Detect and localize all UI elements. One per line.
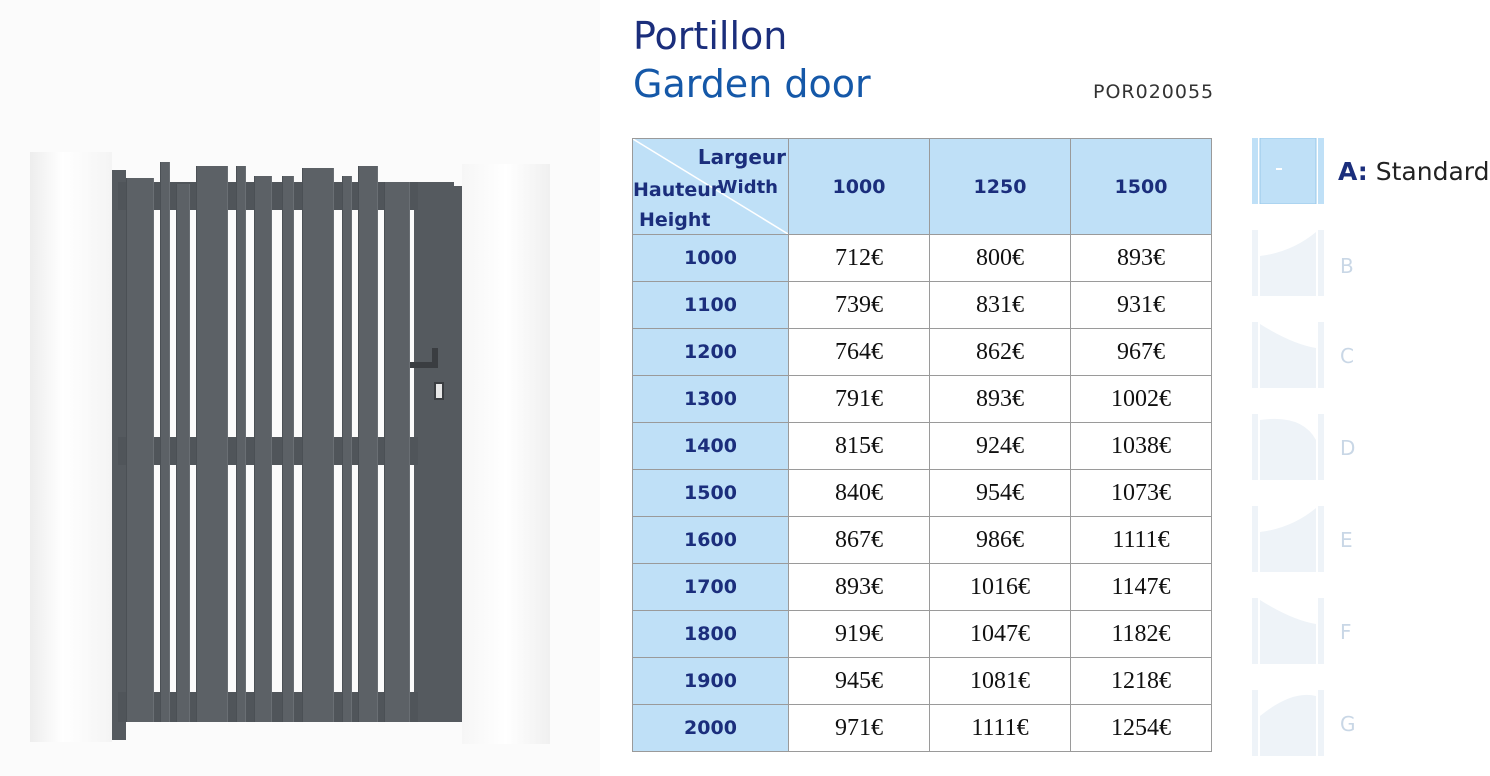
height-row-header: 1800	[632, 610, 789, 658]
table-row: 1600 867€ 986€ 1111€	[632, 516, 1212, 564]
price-cell: 1218€	[1070, 657, 1212, 705]
price-cell: 739€	[788, 281, 930, 329]
shape-b-icon	[1252, 230, 1324, 296]
left-pillar	[30, 152, 112, 742]
shape-g-icon	[1252, 690, 1324, 756]
height-row-header: 1000	[632, 234, 789, 282]
price-cell: 1002€	[1070, 375, 1212, 423]
shape-a-name: Standard	[1375, 157, 1490, 186]
price-cell: 954€	[929, 469, 1071, 517]
price-cell: 893€	[1070, 234, 1212, 282]
largeur-label: Largeur	[697, 145, 786, 169]
shape-d-icon	[1252, 414, 1324, 480]
price-cell: 986€	[929, 516, 1071, 564]
height-row-header: 1300	[632, 375, 789, 423]
price-cell: 867€	[788, 516, 930, 564]
price-cell: 919€	[788, 610, 930, 658]
shape-a-letter: A:	[1338, 157, 1368, 186]
title-french: Portillon	[633, 14, 788, 58]
price-cell: 840€	[788, 469, 930, 517]
price-cell: 1047€	[929, 610, 1071, 658]
width-column-header: 1500	[1070, 138, 1212, 235]
table-row: 1800 919€ 1047€ 1182€	[632, 610, 1212, 658]
table-row: 1500 840€ 954€ 1073€	[632, 469, 1212, 517]
price-cell: 1081€	[929, 657, 1071, 705]
price-cell: 924€	[929, 422, 1071, 470]
height-row-header: 1600	[632, 516, 789, 564]
height-row-header: 1400	[632, 422, 789, 470]
height-row-header: 1700	[632, 563, 789, 611]
shape-e-icon	[1252, 506, 1324, 572]
width-column-header: 1250	[929, 138, 1071, 235]
price-cell: 712€	[788, 234, 930, 282]
shape-e-label: E	[1340, 528, 1353, 552]
table-row: 1900 945€ 1081€ 1218€	[632, 657, 1212, 705]
shape-d-label: D	[1340, 436, 1356, 460]
shape-f-label: F	[1340, 620, 1352, 644]
shape-f-icon	[1252, 598, 1324, 664]
table-header-row: Largeur Width Hauteur Height 1000 1250 1…	[632, 138, 1212, 235]
title-english: Garden door	[633, 62, 871, 106]
height-label: Height	[639, 209, 711, 231]
price-cell: 831€	[929, 281, 1071, 329]
product-code: POR020055	[1093, 81, 1215, 103]
shape-c-icon	[1252, 322, 1324, 388]
right-pillar	[462, 164, 550, 744]
price-cell: 1111€	[1070, 516, 1212, 564]
shape-g-label: G	[1340, 712, 1356, 736]
width-column-header: 1000	[788, 138, 930, 235]
table-row: 1000 712€ 800€ 893€	[632, 234, 1212, 282]
shape-c-label: C	[1340, 344, 1354, 368]
price-cell: 1182€	[1070, 610, 1212, 658]
price-cell: 1016€	[929, 563, 1071, 611]
price-cell: 931€	[1070, 281, 1212, 329]
height-row-header: 1500	[632, 469, 789, 517]
table-row: 1200 764€ 862€ 967€	[632, 328, 1212, 376]
price-cell: 971€	[788, 704, 930, 752]
price-cell: 800€	[929, 234, 1071, 282]
hauteur-label: Hauteur	[633, 179, 721, 201]
width-label: Width	[717, 177, 778, 198]
height-row-header: 1900	[632, 657, 789, 705]
shape-a-standard-icon	[1252, 138, 1324, 204]
table-row: 1400 815€ 924€ 1038€	[632, 422, 1212, 470]
table-row: 1300 791€ 893€ 1002€	[632, 375, 1212, 423]
price-cell: 862€	[929, 328, 1071, 376]
price-cell: 1111€	[929, 704, 1071, 752]
height-row-header: 2000	[632, 704, 789, 752]
price-cell: 791€	[788, 375, 930, 423]
height-row-header: 1200	[632, 328, 789, 376]
price-cell: 1147€	[1070, 563, 1212, 611]
price-cell: 1073€	[1070, 469, 1212, 517]
product-image	[0, 0, 600, 776]
table-row: 1100 739€ 831€ 931€	[632, 281, 1212, 329]
height-row-header: 1100	[632, 281, 789, 329]
price-cell: 967€	[1070, 328, 1212, 376]
price-cell: 815€	[788, 422, 930, 470]
price-cell: 893€	[929, 375, 1071, 423]
price-cell: 1038€	[1070, 422, 1212, 470]
table-row: 1700 893€ 1016€ 1147€	[632, 563, 1212, 611]
price-cell: 764€	[788, 328, 930, 376]
diagonal-divider	[633, 139, 788, 234]
shape-b-label: B	[1340, 254, 1354, 278]
price-cell: 1254€	[1070, 704, 1212, 752]
price-cell: 945€	[788, 657, 930, 705]
price-table: Largeur Width Hauteur Height 1000 1250 1…	[632, 138, 1212, 752]
table-row: 2000 971€ 1111€ 1254€	[632, 704, 1212, 752]
table-corner-header: Largeur Width Hauteur Height	[632, 138, 789, 235]
price-cell: 893€	[788, 563, 930, 611]
shape-a-label: A: Standard	[1338, 157, 1490, 186]
